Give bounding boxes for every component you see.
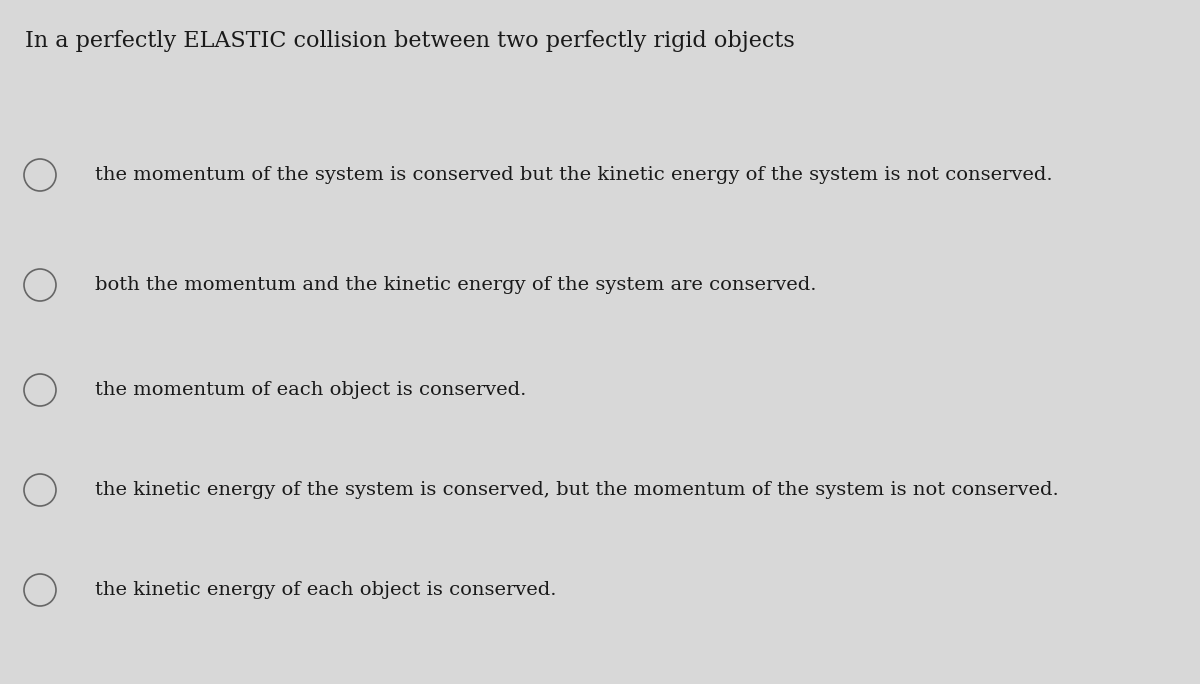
Text: the momentum of each object is conserved.: the momentum of each object is conserved… <box>95 381 527 399</box>
Text: the kinetic energy of each object is conserved.: the kinetic energy of each object is con… <box>95 581 557 599</box>
Text: the kinetic energy of the system is conserved, but the momentum of the system is: the kinetic energy of the system is cons… <box>95 481 1058 499</box>
Text: both the momentum and the kinetic energy of the system are conserved.: both the momentum and the kinetic energy… <box>95 276 816 294</box>
Text: In a perfectly ELASTIC collision between two perfectly rigid objects: In a perfectly ELASTIC collision between… <box>25 30 794 52</box>
Text: the momentum of the system is conserved but the kinetic energy of the system is : the momentum of the system is conserved … <box>95 166 1052 184</box>
